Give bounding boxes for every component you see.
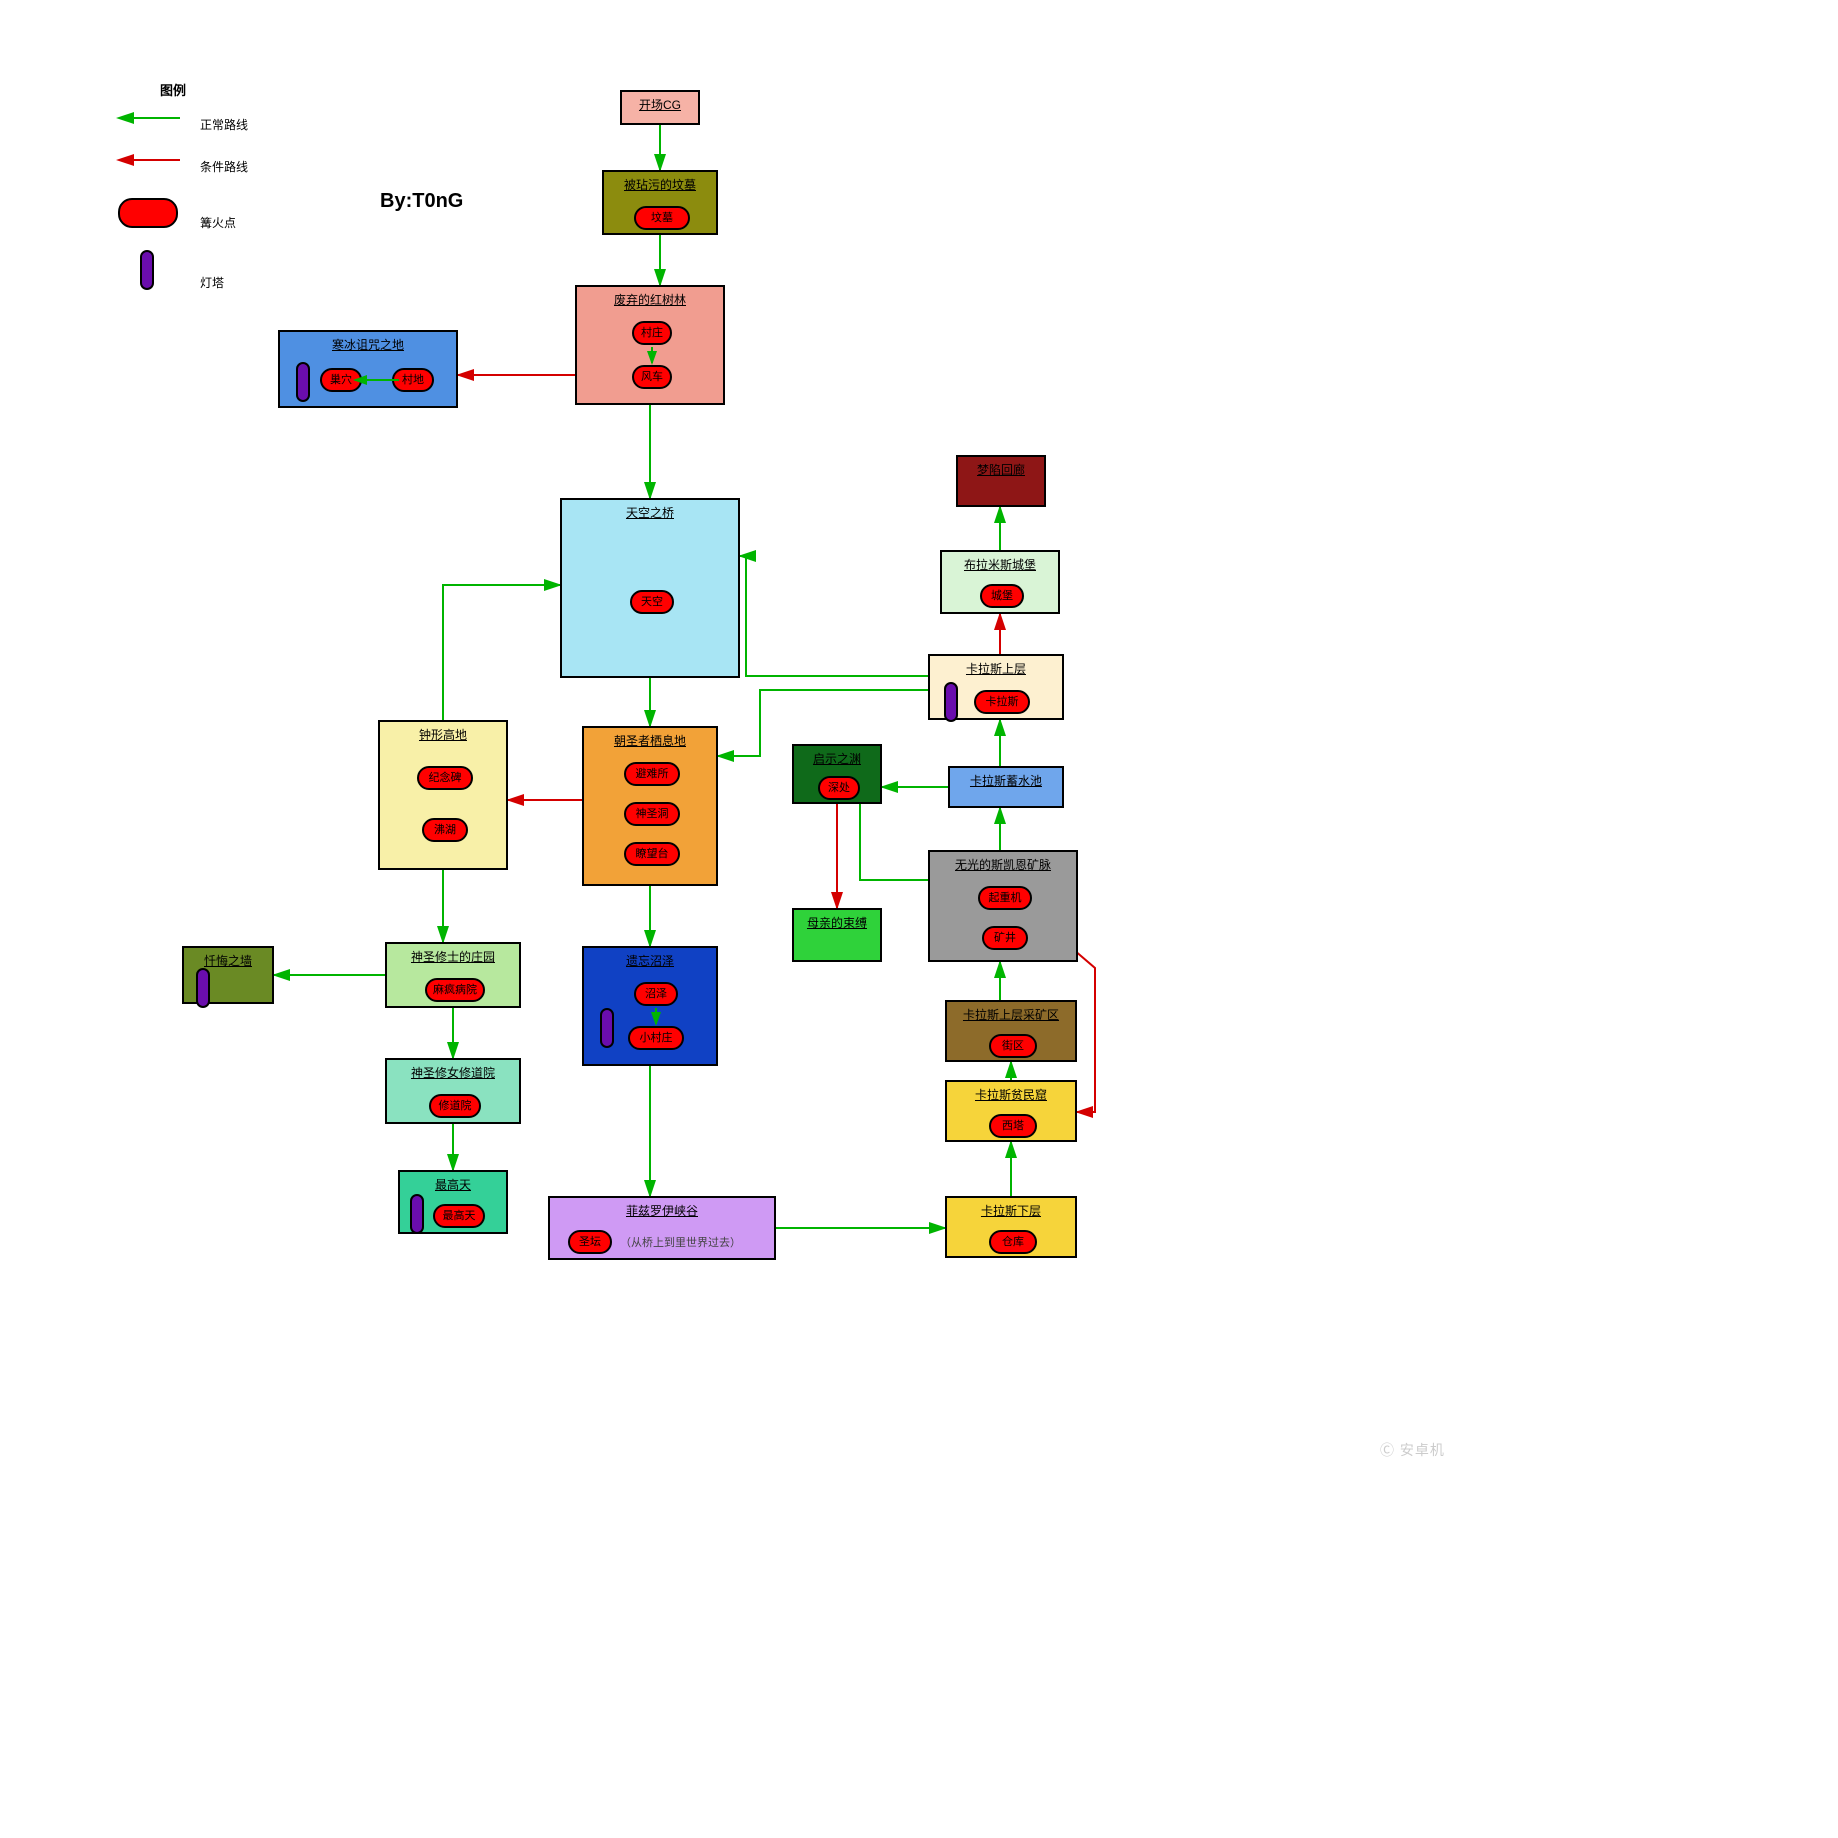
bonfire-sky-0: 天空 [630,590,674,614]
bonfire-manor-0: 麻疯病院 [425,978,485,1002]
node-tomb: 被玷污的坟墓坟墓 [602,170,718,235]
node-upper: 卡拉斯上层卡拉斯 [928,654,1064,720]
node-title-bell: 钟形高地 [380,722,506,743]
node-cistern: 卡拉斯蓄水池 [948,766,1064,808]
legend-label-2: 篝火点 [200,214,236,231]
bonfire-supreme-0: 最高天 [433,1204,485,1228]
node-title-lower: 卡拉斯下层 [947,1198,1075,1219]
bonfire-canyon-0: 圣坛 [568,1230,612,1254]
node-supreme: 最高天最高天 [398,1170,508,1234]
node-forest: 废弃的红树林村庄风车 [575,285,725,405]
watermark: Ⓒ 安卓机 [1380,1440,1445,1460]
node-title-convent: 神圣修女修道院 [387,1060,519,1081]
node-title-cistern: 卡拉斯蓄水池 [950,768,1062,789]
node-title-slums: 卡拉斯贫民窟 [947,1082,1075,1103]
bonfire-slums-0: 西塔 [989,1114,1037,1138]
node-convent: 神圣修女修道院修道院 [385,1058,521,1124]
edge-upper-sky [740,556,928,676]
legend-bonfire-icon [118,198,178,228]
diagram-canvas: 开场CG被玷污的坟墓坟墓废弃的红树林村庄风车寒冰诅咒之地巢穴村地天空之桥天空朝圣… [0,0,1470,1470]
tower-supreme-0 [410,1194,424,1234]
node-lower: 卡拉斯下层仓库 [945,1196,1077,1258]
node-title-quarry: 卡拉斯上层采矿区 [947,1002,1075,1023]
bonfire-mine-1: 矿井 [982,926,1028,950]
node-title-supreme: 最高天 [400,1172,506,1193]
node-title-cg: 开场CG [622,92,698,113]
node-castle: 布拉米斯城堡城堡 [940,550,1060,614]
bonfire-rest-1: 神圣洞 [624,802,680,826]
legend-label-3: 灯塔 [200,274,224,291]
legend-label-1: 条件路线 [200,158,248,175]
tower-upper-0 [944,682,958,722]
node-title-tomb: 被玷污的坟墓 [604,172,716,193]
node-title-upper: 卡拉斯上层 [930,656,1062,677]
bonfire-convent-0: 修道院 [429,1094,481,1118]
bonfire-abyss-0: 深处 [818,776,860,800]
bonfire-bell-0: 纪念碑 [417,766,473,790]
node-title-canyon: 菲兹罗伊峡谷 [550,1198,774,1219]
tower-repent-0 [196,968,210,1008]
bonfire-quarry-0: 街区 [989,1034,1037,1058]
legend-label-0: 正常路线 [200,116,248,133]
bonfire-tomb-0: 坟墓 [634,206,690,230]
author-label: By:T0nG [380,190,463,213]
node-manor: 神圣修士的庄园麻疯病院 [385,942,521,1008]
legend-tower-icon [140,250,154,290]
node-mine: 无光的斯凯恩矿脉起重机矿井 [928,850,1078,962]
bonfire-rest-0: 避难所 [624,762,680,786]
node-repent: 忏悔之墙 [182,946,274,1004]
bonfire-bell-1: 沸湖 [422,818,468,842]
bonfire-mine-0: 起重机 [978,886,1032,910]
node-title-sky: 天空之桥 [562,500,738,521]
node-bell: 钟形高地纪念碑沸湖 [378,720,508,870]
node-oblivion: 遗忘沼泽沼泽小村庄 [582,946,718,1066]
node-quarry: 卡拉斯上层采矿区街区 [945,1000,1077,1062]
node-slums: 卡拉斯贫民窟西塔 [945,1080,1077,1142]
node-title-dream: 梦陷回廊 [958,457,1044,478]
node-title-castle: 布拉米斯城堡 [942,552,1058,573]
bonfire-upper-0: 卡拉斯 [974,690,1030,714]
bonfire-rest-2: 瞭望台 [624,842,680,866]
node-note-canyon: （从桥上到里世界过去） [620,1234,741,1250]
node-abyss: 启示之渊深处 [792,744,882,804]
node-title-manor: 神圣修士的庄园 [387,944,519,965]
bonfire-castle-0: 城堡 [980,584,1024,608]
node-canyon: 菲兹罗伊峡谷 （从桥上到里世界过去） 圣坛 [548,1196,776,1260]
node-title-repent: 忏悔之墙 [184,948,272,969]
node-rest: 朝圣者栖息地避难所神圣洞瞭望台 [582,726,718,886]
node-title-mother: 母亲的束缚 [794,910,880,931]
edge-bell-sky [443,585,560,720]
node-title-mine: 无光的斯凯恩矿脉 [930,852,1076,873]
node-title-abyss: 启示之渊 [794,746,880,767]
node-title-rest: 朝圣者栖息地 [584,728,716,749]
node-mother: 母亲的束缚 [792,908,882,962]
node-sky: 天空之桥天空 [560,498,740,678]
edge-mine-abyss [860,804,928,880]
node-dream: 梦陷回廊 [956,455,1046,507]
bonfire-lower-0: 仓库 [989,1230,1037,1254]
node-cg: 开场CG [620,90,700,125]
